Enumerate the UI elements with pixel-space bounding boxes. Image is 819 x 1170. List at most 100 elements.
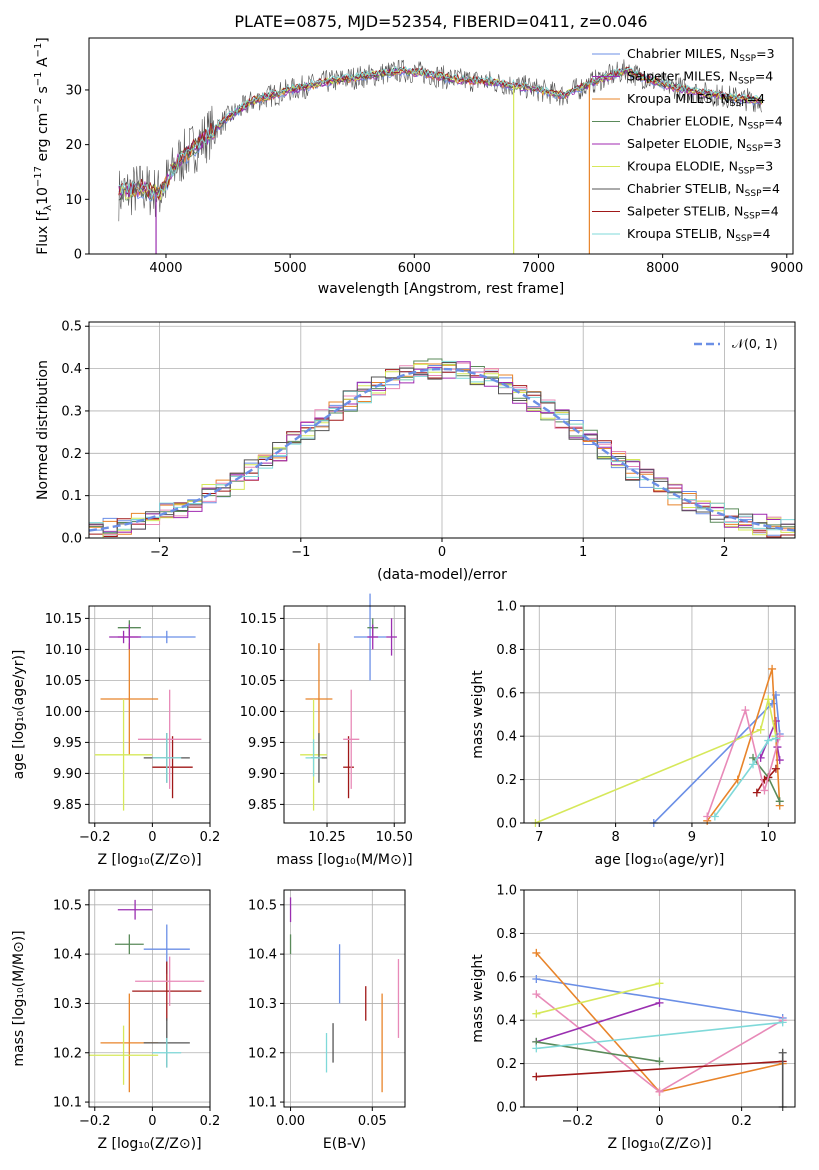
y-axis-label: mass weight — [470, 670, 486, 759]
weight-series-line — [535, 699, 777, 823]
legend-text: Salpeter ELODIE, N — [627, 136, 746, 151]
weight-series-line — [706, 707, 781, 817]
weight-series-line — [536, 978, 783, 1019]
weight-series-line — [536, 1002, 660, 1043]
mass-vs-Z-panel: −0.2 0 0.2 10.1 10.2 10.3 10.4 10.5 Z [log₁₀(Z/Z… — [11, 889, 221, 1152]
x-axis-label: age [log₁₀(age/yr)] — [595, 852, 725, 868]
x-tick-label: 0 — [148, 1114, 156, 1129]
age-vs-Z-panel: −0.2 0 0.2 9.85 9.90 9.95 10.00 10.05 10.10 10.15… — [11, 605, 220, 868]
y-tick-label: 10.1 — [248, 1096, 277, 1111]
legend-text: Chabrier ELODIE, N — [627, 114, 747, 129]
y-tick-label: 0.2 — [496, 773, 517, 788]
weight-marker — [655, 1087, 664, 1096]
label-part: Flux [f — [35, 210, 51, 255]
y-tick-label: 0.4 — [61, 362, 82, 377]
y-tick-label: 9.90 — [53, 767, 82, 782]
axes-frame — [523, 889, 796, 1108]
y-tick-label: 0.0 — [61, 532, 82, 547]
legend-subscript: SSP — [747, 122, 764, 132]
legend-tail: =4 — [762, 181, 780, 196]
weight-marker — [532, 948, 541, 957]
legend-text: Kroupa STELIB, N — [627, 226, 735, 241]
y-axis-label: age [log₁₀(age/yr)] — [11, 650, 27, 780]
x-tick-label: 0.05 — [358, 1114, 387, 1129]
label-part: −17 — [33, 166, 44, 187]
x-tick-label: 0 — [655, 1114, 663, 1129]
weight-vs-age-panel: 7 8 9 10 0.0 0.2 0.4 0.6 0.8 1.0 age [log₁₀(age/yr… — [470, 600, 796, 868]
weight-series-line — [706, 668, 781, 822]
y-tick-label: 0.0 — [496, 1101, 517, 1116]
weight-marker — [532, 1072, 541, 1081]
y-tick-label: 9.95 — [248, 736, 277, 751]
legend-label: Kroupa ELODIE, NSSP=3 — [627, 159, 773, 177]
axes-frame — [283, 889, 406, 1108]
label-part: A — [35, 57, 51, 71]
y-tick-label: 0.1 — [61, 489, 82, 504]
weight-marker — [775, 797, 784, 806]
legend-text: Chabrier MILES, N — [627, 46, 739, 61]
y-tick-label: 10.00 — [45, 705, 82, 720]
y-tick-label: 10.5 — [248, 898, 277, 913]
axes-frame — [88, 321, 796, 539]
y-tick-label: 10.4 — [53, 948, 82, 963]
weight-series-line — [714, 737, 777, 817]
x-tick-label: 7000 — [522, 261, 555, 276]
model-spectrum-line — [118, 65, 763, 200]
y-tick-label: 9.95 — [53, 736, 82, 751]
age-vs-mass-panel: 10.25 10.50 9.85 9.90 9.95 10.00 10.05 10.10 10.… — [240, 593, 413, 868]
label-part: erg cm — [35, 113, 51, 166]
weight-marker — [532, 1044, 541, 1053]
legend-label: Salpeter ELODIE, NSSP=3 — [627, 136, 781, 154]
y-tick-label: 0.6 — [496, 970, 517, 985]
y-tick-label: 10.15 — [240, 612, 277, 627]
y-tick-label: 10.05 — [240, 674, 277, 689]
weight-marker — [752, 788, 761, 797]
x-tick-label: 8 — [611, 830, 619, 845]
x-axis-label: Z [log₁₀(Z/Z⊙)] — [97, 1136, 201, 1152]
legend-subscript: SSP — [735, 234, 752, 244]
y-axis-label: Normed distribution — [35, 360, 51, 500]
label-part: −2 — [33, 98, 44, 113]
legend-label: Kroupa STELIB, NSSP=4 — [627, 226, 771, 244]
weight-marker — [532, 1009, 541, 1018]
weight-marker — [710, 812, 719, 821]
legend-tail: =4 — [755, 69, 773, 84]
legend-tail: =3 — [756, 46, 774, 61]
x-tick-label: 4000 — [149, 261, 182, 276]
x-tick-label: 0 — [438, 545, 446, 560]
axes-frame — [523, 605, 796, 824]
label-part: −1 — [33, 43, 44, 58]
x-tick-label: 0.2 — [200, 1114, 221, 1129]
weight-marker — [532, 974, 541, 983]
y-tick-label: 9.85 — [248, 798, 277, 813]
legend-subscript: SSP — [738, 77, 755, 87]
weight-vs-Z-panel: −0.2 0 0.2 0.0 0.2 0.4 0.6 0.8 1.0 Z [log₁₀(Z/Z⊙)… — [470, 884, 796, 1152]
y-tick-label: 10.2 — [53, 1046, 82, 1061]
y-tick-label: 20 — [65, 138, 82, 153]
weight-marker — [749, 760, 758, 769]
legend-subscript: SSP — [743, 212, 760, 222]
weight-series-line — [756, 768, 777, 794]
legend-tail: =4 — [764, 114, 782, 129]
y-axis-label: mass weight — [470, 954, 486, 1043]
y-tick-label: 0.6 — [496, 686, 517, 701]
legend-tail: =4 — [747, 91, 765, 106]
legend-text: Kroupa ELODIE, N — [627, 159, 738, 174]
legend-text: Kroupa MILES, N — [627, 91, 730, 106]
x-tick-label: 5000 — [274, 261, 307, 276]
axes-frame — [283, 605, 406, 824]
label-part: −1 — [33, 71, 44, 86]
y-tick-label: 30 — [65, 83, 82, 98]
y-tick-label: 0.0 — [496, 817, 517, 832]
legend-subscript: SSP — [739, 54, 756, 64]
y-tick-label: 10.10 — [45, 643, 82, 658]
legend-tail: =4 — [752, 226, 770, 241]
legend-text: Salpeter STELIB, N — [627, 204, 743, 219]
y-tick-label: 1.0 — [496, 600, 517, 615]
weight-marker — [771, 764, 780, 773]
y-tick-label: 10.1 — [53, 1096, 82, 1111]
weight-marker — [756, 725, 765, 734]
x-axis-label: Z [log₁₀(Z/Z⊙)] — [97, 852, 201, 868]
y-tick-label: 10.4 — [248, 948, 277, 963]
